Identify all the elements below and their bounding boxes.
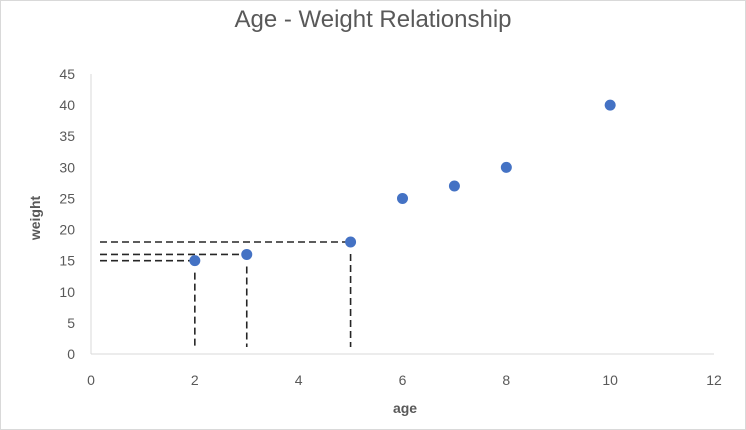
y-tick-label: 35 [59, 128, 75, 144]
y-tick-label: 10 [59, 284, 75, 300]
x-tick-label: 12 [706, 372, 722, 388]
data-point [397, 192, 408, 204]
x-axis-ticks: 0 2 4 6 8 10 12 [87, 372, 722, 388]
data-points [189, 99, 616, 267]
y-tick-label: 40 [59, 97, 75, 113]
data-point [345, 236, 357, 248]
x-tick-label: 10 [602, 372, 618, 388]
y-tick-label: 30 [59, 159, 75, 175]
x-tick-label: 8 [502, 372, 510, 388]
y-axis-title: weight [27, 195, 43, 241]
x-tick-label: 0 [87, 372, 95, 388]
data-point [604, 99, 616, 111]
y-tick-label: 45 [59, 66, 75, 82]
x-tick-label: 6 [399, 372, 407, 388]
y-tick-label: 0 [67, 346, 75, 362]
y-tick-label: 15 [59, 253, 75, 269]
y-tick-label: 5 [67, 315, 75, 331]
chart-title: Age - Weight Relationship [234, 6, 512, 33]
y-axis-ticks: 0 5 10 15 20 25 30 35 40 45 [59, 66, 75, 362]
data-point [500, 161, 512, 173]
data-point [448, 180, 460, 192]
x-axis-title: age [392, 400, 418, 416]
y-tick-label: 25 [59, 190, 75, 206]
data-point [189, 255, 201, 267]
drop-lines [100, 241, 352, 347]
y-tick-label: 20 [59, 222, 75, 238]
x-tick-label: 2 [191, 372, 199, 388]
data-point [241, 248, 253, 260]
x-tick-label: 4 [295, 372, 303, 388]
